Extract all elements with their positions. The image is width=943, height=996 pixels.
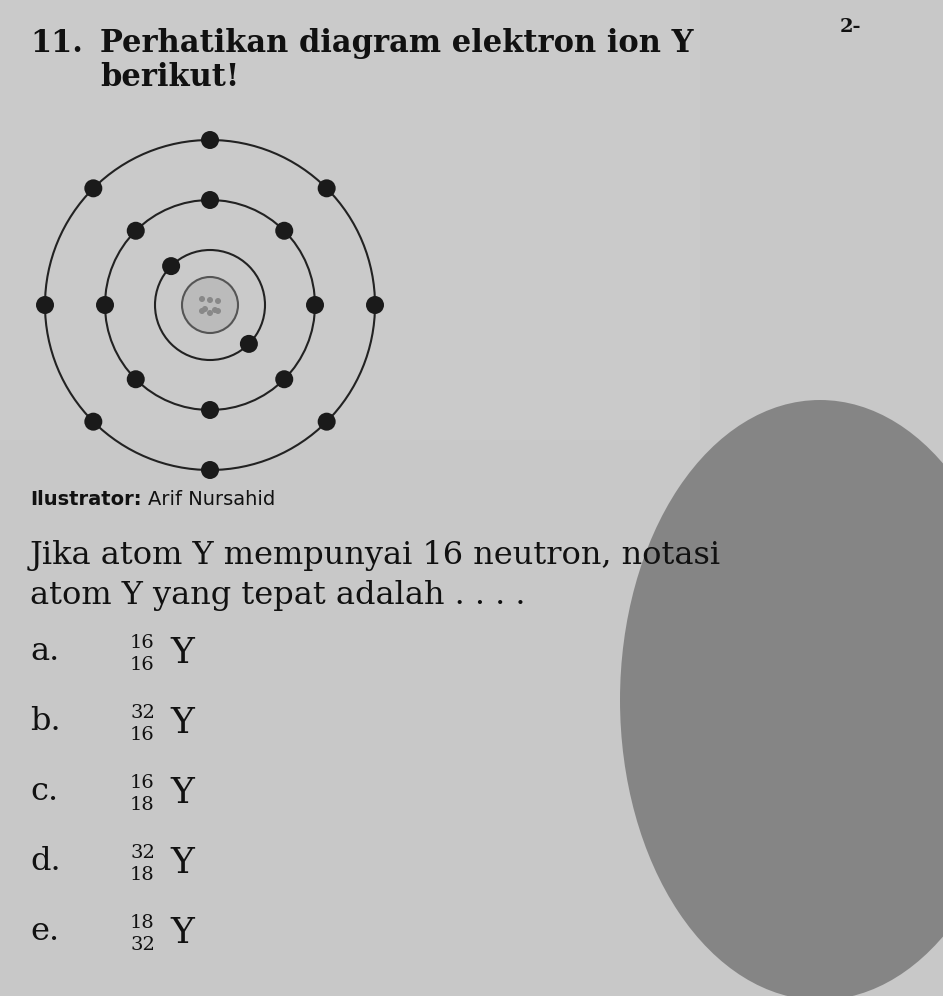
Text: b.: b.: [30, 706, 60, 737]
Circle shape: [318, 412, 336, 430]
Circle shape: [207, 297, 213, 303]
Circle shape: [84, 412, 103, 430]
Circle shape: [182, 277, 238, 333]
Circle shape: [318, 179, 336, 197]
Text: Perhatikan diagram elektron ion Y: Perhatikan diagram elektron ion Y: [100, 28, 693, 59]
Text: Y: Y: [170, 636, 194, 670]
Circle shape: [212, 307, 218, 313]
Circle shape: [126, 371, 145, 388]
Text: Y: Y: [170, 916, 194, 950]
Text: 16: 16: [130, 634, 155, 652]
Circle shape: [306, 296, 324, 314]
Text: Y: Y: [170, 776, 194, 810]
Circle shape: [126, 222, 145, 240]
Text: 18: 18: [130, 866, 155, 884]
Text: 16: 16: [130, 656, 155, 674]
Text: e.: e.: [30, 916, 59, 947]
Text: 16: 16: [130, 774, 155, 792]
Circle shape: [36, 296, 54, 314]
Circle shape: [240, 335, 257, 353]
Circle shape: [215, 298, 221, 304]
Circle shape: [201, 461, 219, 479]
Circle shape: [199, 308, 205, 314]
Text: c.: c.: [30, 776, 58, 807]
Text: 16: 16: [130, 726, 155, 744]
Ellipse shape: [620, 400, 943, 996]
Circle shape: [162, 257, 180, 275]
Text: 32: 32: [130, 844, 155, 862]
Text: 32: 32: [130, 936, 155, 954]
Text: 32: 32: [130, 704, 155, 722]
Text: berikut!: berikut!: [100, 62, 240, 93]
Text: Arif Nursahid: Arif Nursahid: [148, 490, 275, 509]
Circle shape: [201, 191, 219, 209]
Circle shape: [201, 401, 219, 419]
Circle shape: [202, 306, 208, 312]
Text: 18: 18: [130, 796, 155, 814]
Text: Y: Y: [170, 706, 194, 740]
Text: d.: d.: [30, 846, 60, 877]
Text: Ilustrator:: Ilustrator:: [30, 490, 141, 509]
Circle shape: [275, 222, 293, 240]
Circle shape: [96, 296, 114, 314]
Text: atom Y yang tepat adalah . . . .: atom Y yang tepat adalah . . . .: [30, 580, 525, 611]
Circle shape: [207, 310, 213, 316]
Text: 2-: 2-: [840, 18, 862, 36]
Text: Y: Y: [170, 846, 194, 880]
Text: Jika atom Y mempunyai 16 neutron, notasi: Jika atom Y mempunyai 16 neutron, notasi: [30, 540, 721, 571]
Circle shape: [201, 131, 219, 149]
Text: a.: a.: [30, 636, 59, 667]
Circle shape: [215, 308, 221, 314]
Text: 18: 18: [130, 914, 155, 932]
Circle shape: [199, 296, 205, 302]
Circle shape: [275, 371, 293, 388]
Bar: [0, 0, 700, 440]
Text: 11.: 11.: [30, 28, 83, 59]
Circle shape: [84, 179, 103, 197]
Circle shape: [366, 296, 384, 314]
